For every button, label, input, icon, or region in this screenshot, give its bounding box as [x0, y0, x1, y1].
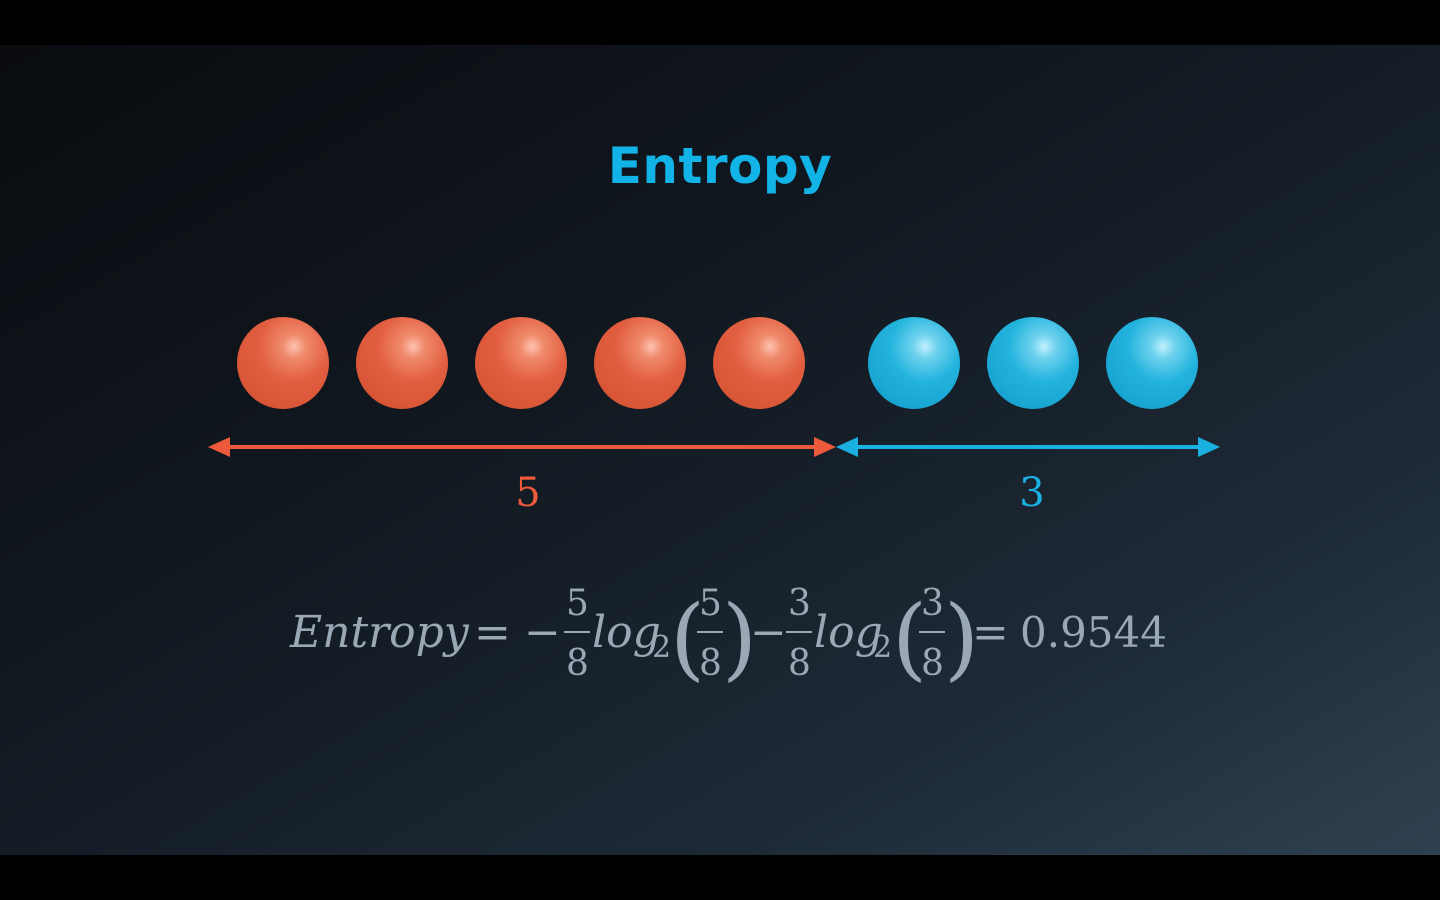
log-subscript: 2: [652, 630, 671, 665]
blue-arrow: [836, 437, 1220, 457]
letterbox-bottom: [0, 855, 1440, 900]
formula-minus: −: [750, 607, 787, 658]
slide-title: Entropy: [607, 137, 833, 195]
red-ball: [594, 317, 686, 409]
formula-lhs: Entropy: [289, 607, 470, 658]
paren-open: (: [892, 586, 927, 691]
paren-close: ): [944, 586, 979, 691]
red-ball: [475, 317, 567, 409]
paren-open: (: [670, 586, 705, 691]
slide: Entropy 5 3 Entropy = − 5 8: [0, 45, 1440, 855]
log-subscript: 2: [873, 630, 892, 665]
inner-denominator: 8: [699, 643, 722, 684]
entropy-formula: Entropy = − 5 8 log 2 ( 5 8 ) − 3 8 log …: [0, 567, 1440, 697]
formula-result: 0.9544: [1020, 608, 1167, 657]
frac-denominator: 8: [788, 643, 811, 684]
inner-numerator: 5: [699, 583, 722, 624]
inner-denominator: 8: [921, 643, 944, 684]
blue-count-label: 3: [1019, 470, 1045, 516]
frac-numerator: 3: [788, 583, 811, 624]
red-ball: [237, 317, 329, 409]
red-ball: [356, 317, 448, 409]
log-text: log: [592, 607, 661, 658]
inner-numerator: 3: [921, 583, 944, 624]
red-arrow: [208, 437, 836, 457]
frac-denominator: 8: [566, 643, 589, 684]
formula-minus: −: [524, 607, 561, 658]
log-text: log: [814, 607, 883, 658]
count-arrows: [208, 437, 1220, 457]
red-count-label: 5: [515, 470, 541, 516]
blue-ball: [1106, 317, 1198, 409]
red-ball: [713, 317, 805, 409]
formula-equals: =: [972, 607, 1009, 658]
letterbox-top: [0, 0, 1440, 45]
frac-numerator: 5: [566, 583, 589, 624]
blue-ball: [868, 317, 960, 409]
paren-close: ): [722, 586, 757, 691]
formula-equals: =: [474, 607, 511, 658]
blue-ball: [987, 317, 1079, 409]
